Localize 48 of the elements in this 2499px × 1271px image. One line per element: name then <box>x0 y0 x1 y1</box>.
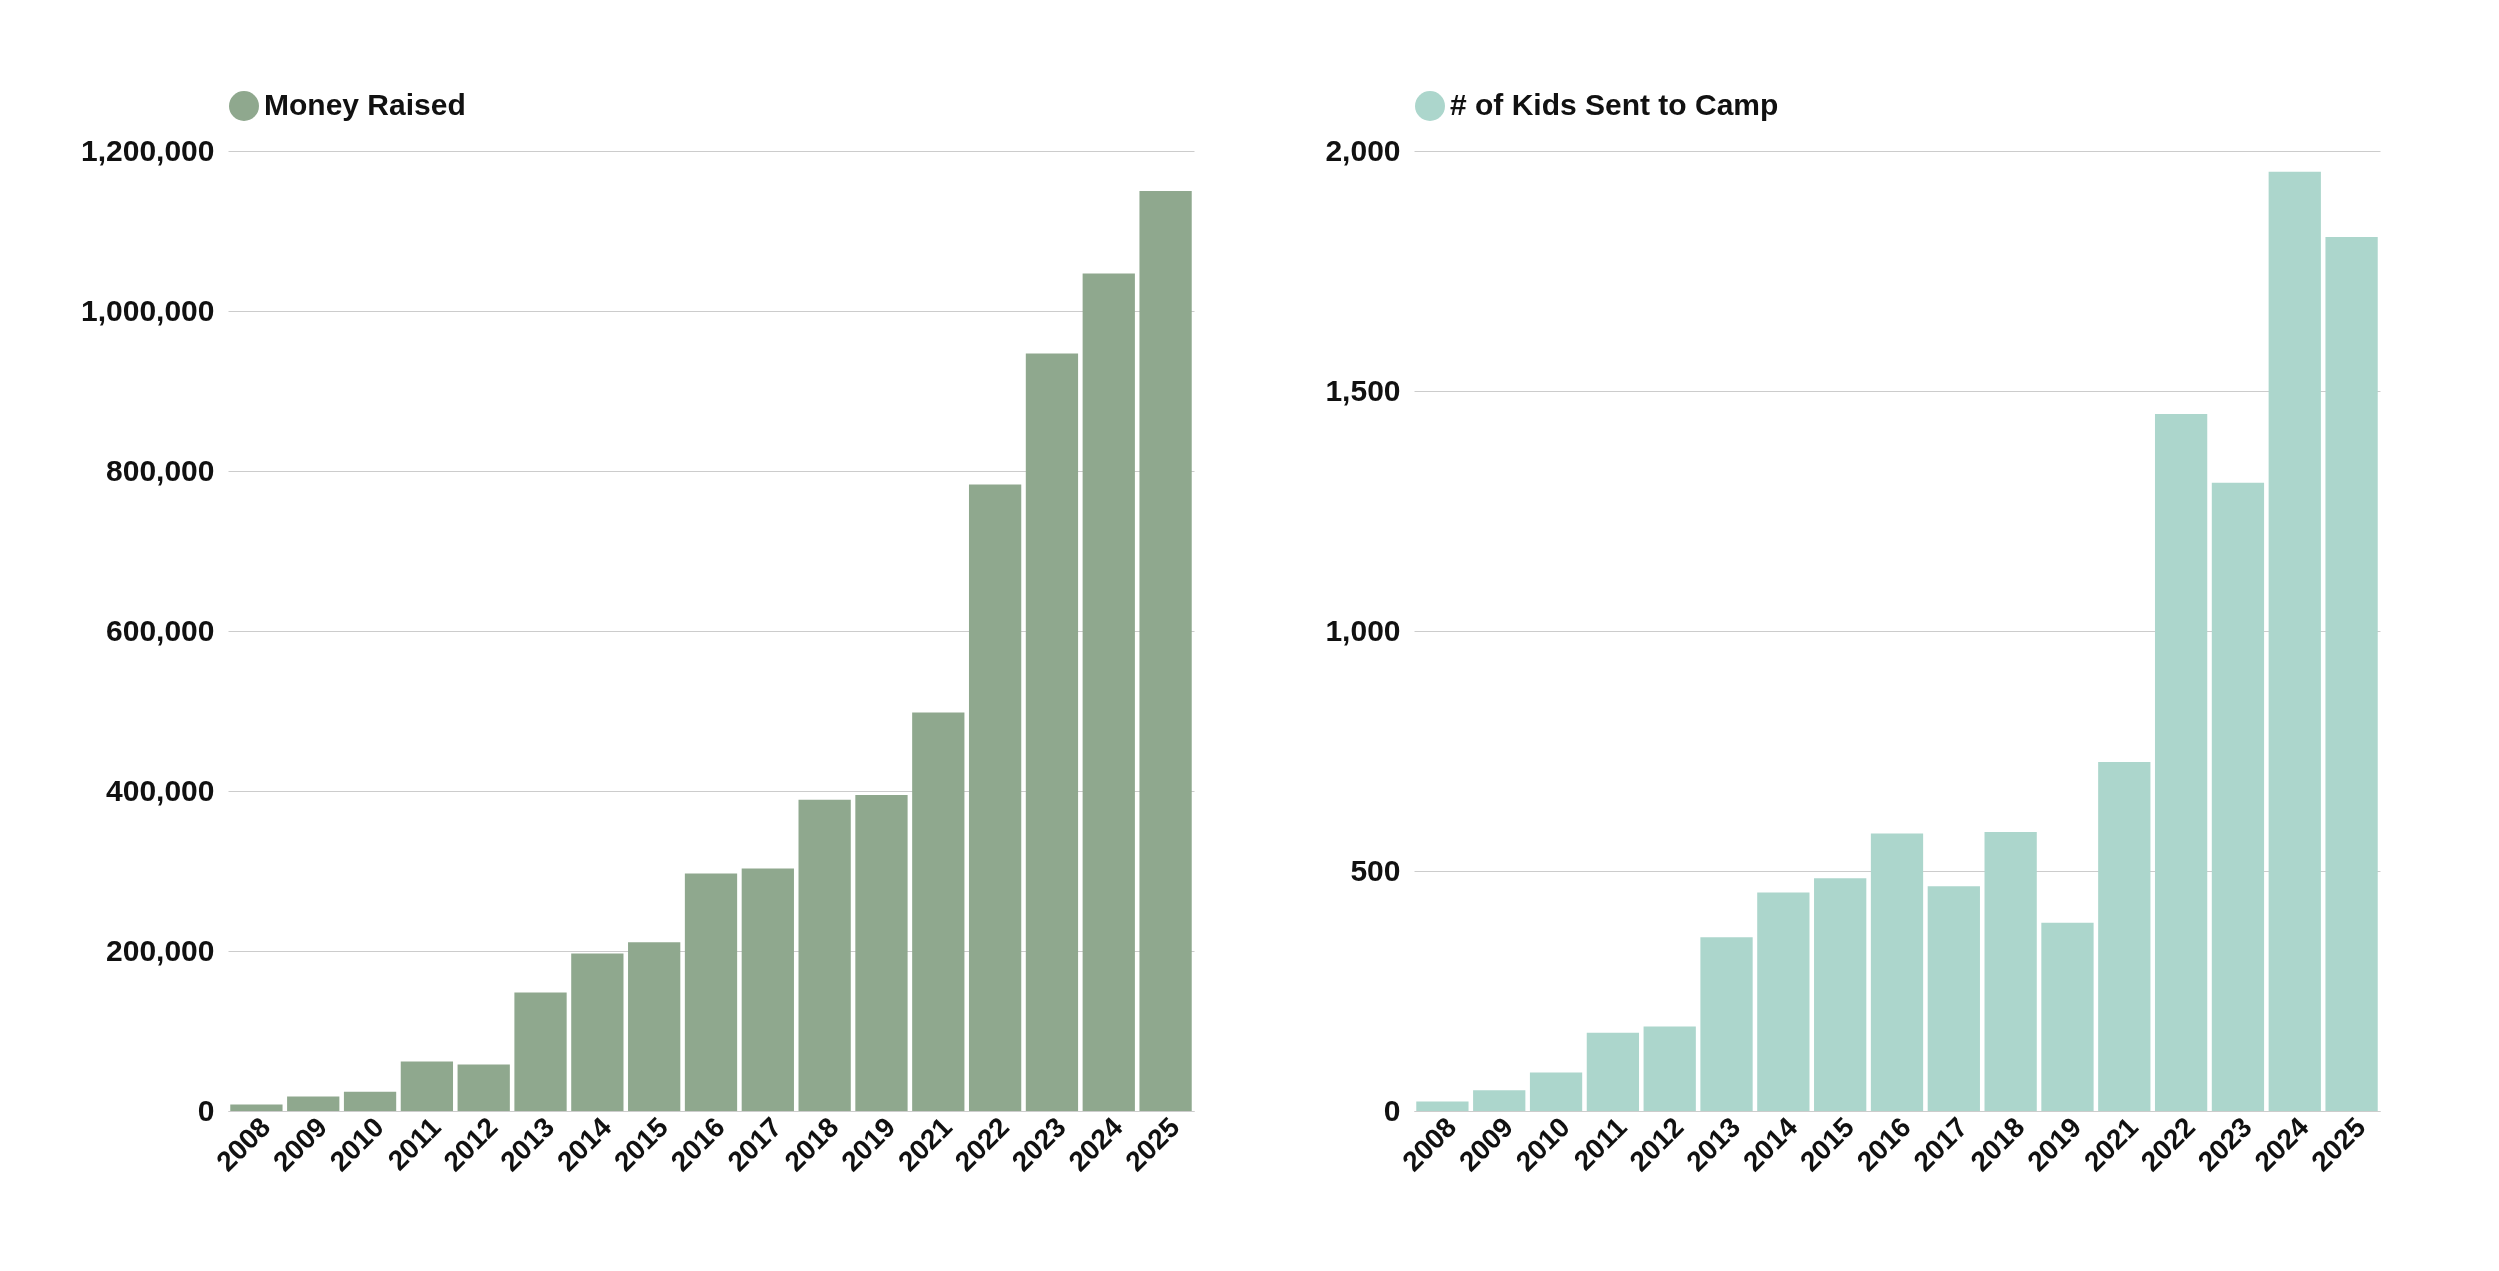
y-tick-label: 800,000 <box>106 453 215 487</box>
bar <box>1757 892 1810 1111</box>
bar <box>1984 832 2037 1111</box>
bar <box>287 1096 340 1111</box>
bar <box>230 1104 283 1111</box>
bar <box>571 953 624 1111</box>
bar <box>1814 878 1867 1111</box>
bar <box>2325 236 2378 1111</box>
y-tick-label: 600,000 <box>106 613 215 647</box>
bar <box>2098 762 2151 1111</box>
bar <box>798 799 851 1111</box>
y-tick-label: 1,000 <box>1325 613 1401 647</box>
bar <box>1700 937 1753 1111</box>
bar <box>684 873 738 1111</box>
bar <box>1473 1090 1526 1111</box>
y-tick-label: 0 <box>197 1093 215 1127</box>
bar <box>1139 191 1192 1111</box>
bar <box>855 795 908 1111</box>
legend-label: # of Kids Sent to Camp <box>1450 88 1779 121</box>
bar <box>2211 482 2265 1111</box>
bar <box>1025 353 1079 1111</box>
y-tick-label: 500 <box>1350 853 1401 887</box>
bar <box>457 1064 510 1111</box>
bar <box>1927 886 1980 1111</box>
bar <box>968 484 1022 1111</box>
bar <box>1082 273 1135 1111</box>
bar <box>628 942 681 1111</box>
bar <box>514 992 567 1111</box>
legend-label: Money Raised <box>264 88 466 121</box>
bar <box>1586 1032 1640 1111</box>
bar <box>741 868 794 1111</box>
y-tick-label: 200,000 <box>106 933 215 967</box>
bar <box>400 1061 454 1111</box>
y-tick-label: 1,200,000 <box>81 133 215 167</box>
bar <box>2268 171 2321 1111</box>
y-tick-label: 1,500 <box>1325 373 1401 407</box>
bar <box>1643 1026 1696 1111</box>
bar <box>1529 1072 1583 1111</box>
bar <box>1870 833 1924 1111</box>
y-tick-label: 0 <box>1383 1093 1401 1127</box>
bar <box>343 1091 397 1111</box>
bar <box>2041 922 2094 1111</box>
y-tick-label: 400,000 <box>106 773 215 807</box>
y-tick-label: 2,000 <box>1325 133 1401 167</box>
bar <box>912 712 965 1111</box>
bar <box>2154 414 2208 1111</box>
y-tick-label: 1,000,000 <box>81 293 215 327</box>
bar <box>1416 1101 1469 1111</box>
